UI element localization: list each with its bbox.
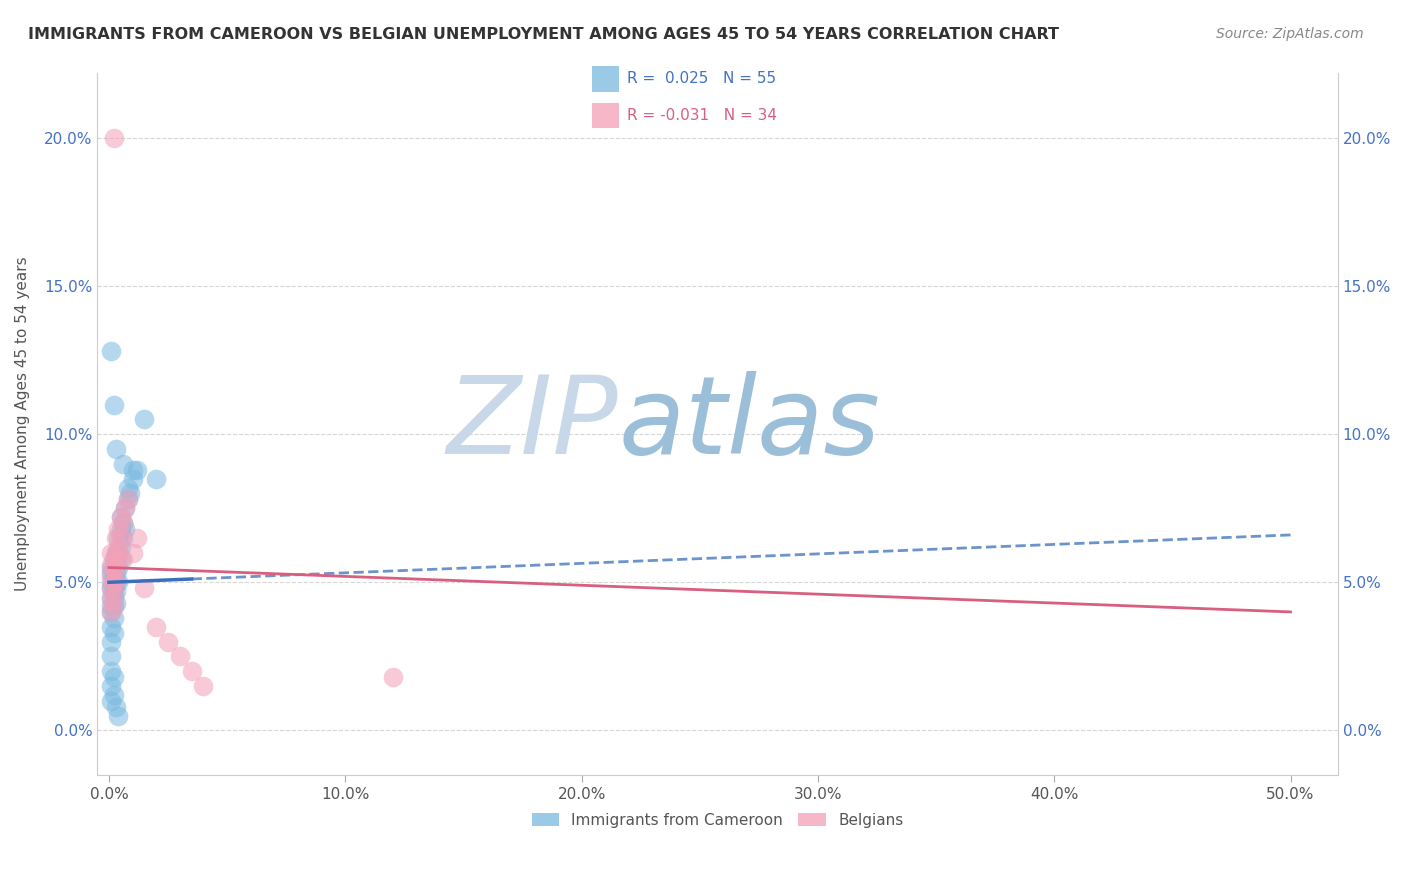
Point — [112, 516, 135, 530]
FancyBboxPatch shape — [592, 66, 619, 92]
Point — [105, 560, 128, 574]
Point — [103, 611, 125, 625]
Point — [103, 599, 125, 613]
Point — [103, 688, 125, 702]
Point — [107, 708, 129, 723]
Point — [120, 486, 142, 500]
Point — [100, 593, 122, 607]
Point — [100, 605, 122, 619]
Point — [112, 516, 135, 530]
Point — [110, 522, 132, 536]
Point — [107, 560, 129, 574]
Point — [103, 599, 125, 613]
Point — [100, 581, 122, 595]
Point — [381, 670, 404, 684]
Point — [103, 587, 125, 601]
Point — [103, 398, 125, 412]
Point — [105, 442, 128, 456]
Point — [121, 546, 143, 560]
Point — [110, 531, 132, 545]
Point — [114, 501, 136, 516]
Text: Source: ZipAtlas.com: Source: ZipAtlas.com — [1216, 27, 1364, 41]
Point — [100, 569, 122, 583]
Point — [105, 699, 128, 714]
Point — [169, 649, 191, 664]
Point — [134, 412, 156, 426]
Point — [103, 569, 125, 583]
Point — [145, 620, 167, 634]
Point — [112, 531, 135, 545]
Point — [103, 551, 125, 566]
Point — [105, 575, 128, 590]
Point — [103, 590, 125, 604]
Point — [180, 664, 202, 678]
FancyBboxPatch shape — [592, 103, 619, 128]
Point — [105, 546, 128, 560]
Point — [110, 540, 132, 554]
Point — [100, 581, 122, 595]
Point — [100, 694, 122, 708]
Point — [105, 531, 128, 545]
Point — [127, 463, 149, 477]
Text: R = -0.031   N = 34: R = -0.031 N = 34 — [627, 108, 778, 123]
Point — [117, 492, 139, 507]
Point — [193, 679, 215, 693]
Text: IMMIGRANTS FROM CAMEROON VS BELGIAN UNEMPLOYMENT AMONG AGES 45 TO 54 YEARS CORRE: IMMIGRANTS FROM CAMEROON VS BELGIAN UNEM… — [28, 27, 1059, 42]
Point — [105, 566, 128, 581]
Legend: Immigrants from Cameroon, Belgians: Immigrants from Cameroon, Belgians — [526, 806, 910, 834]
Point — [105, 546, 128, 560]
Point — [107, 522, 129, 536]
Point — [100, 620, 122, 634]
Point — [121, 472, 143, 486]
Point — [100, 599, 122, 613]
Text: atlas: atlas — [619, 371, 880, 476]
Point — [100, 558, 122, 572]
Point — [103, 625, 125, 640]
Point — [107, 575, 129, 590]
Y-axis label: Unemployment Among Ages 45 to 54 years: Unemployment Among Ages 45 to 54 years — [15, 257, 30, 591]
Point — [103, 560, 125, 574]
Point — [100, 679, 122, 693]
Point — [117, 481, 139, 495]
Point — [107, 551, 129, 566]
Point — [112, 551, 135, 566]
Point — [100, 649, 122, 664]
Point — [100, 344, 122, 359]
Point — [117, 492, 139, 507]
Point — [100, 605, 122, 619]
Point — [100, 566, 122, 581]
Point — [105, 575, 128, 590]
Point — [103, 575, 125, 590]
Point — [127, 531, 149, 545]
Point — [100, 590, 122, 604]
Text: R =  0.025   N = 55: R = 0.025 N = 55 — [627, 71, 776, 87]
Text: ZIP: ZIP — [447, 371, 619, 476]
Point — [157, 634, 180, 648]
Point — [100, 664, 122, 678]
Point — [110, 510, 132, 524]
Point — [107, 531, 129, 545]
Point — [103, 560, 125, 574]
Point — [110, 551, 132, 566]
Point — [103, 581, 125, 595]
Point — [110, 510, 132, 524]
Point — [103, 670, 125, 684]
Point — [105, 555, 128, 569]
Point — [105, 584, 128, 599]
Point — [114, 501, 136, 516]
Point — [114, 522, 136, 536]
Point — [134, 581, 156, 595]
Point — [103, 131, 125, 145]
Point — [107, 546, 129, 560]
Point — [100, 634, 122, 648]
Point — [112, 457, 135, 471]
Point — [121, 463, 143, 477]
Point — [100, 575, 122, 590]
Point — [103, 551, 125, 566]
Point — [100, 560, 122, 574]
Point — [100, 546, 122, 560]
Point — [145, 472, 167, 486]
Point — [107, 540, 129, 554]
Point — [105, 596, 128, 610]
